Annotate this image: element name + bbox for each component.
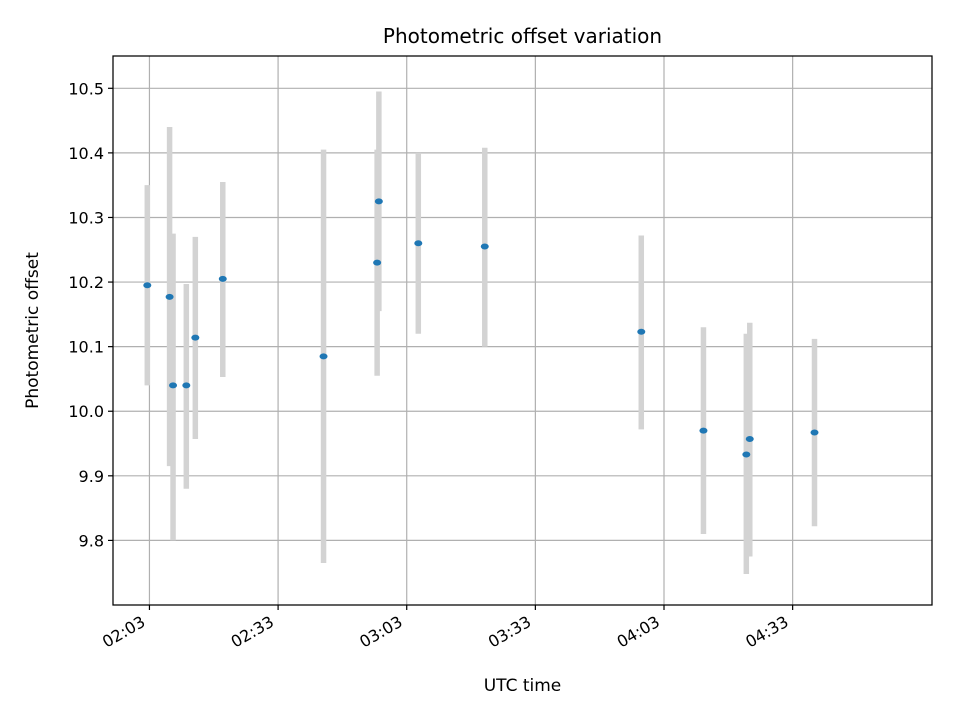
y-tick-label: 9.9 <box>79 467 104 486</box>
chart-title: Photometric offset variation <box>383 24 662 48</box>
data-point <box>373 259 382 266</box>
data-point <box>810 429 819 436</box>
data-point <box>319 353 328 360</box>
y-tick-label: 10.2 <box>68 273 104 292</box>
y-tick-label: 10.5 <box>68 79 104 98</box>
y-tick-label: 10.1 <box>68 338 104 357</box>
y-tick-label: 9.8 <box>79 531 104 550</box>
data-point <box>169 382 178 389</box>
y-tick-label: 10.4 <box>68 144 104 163</box>
data-point <box>143 282 152 289</box>
y-axis-ticks: 9.8 9.9 10.0 10.1 10.2 10.3 10.4 10.5 <box>68 79 113 550</box>
data-point <box>699 427 708 434</box>
data-point <box>742 451 751 458</box>
y-axis-label: Photometric offset <box>23 252 43 409</box>
plot-area-frame <box>112 55 933 606</box>
data-point <box>480 243 489 250</box>
data-point <box>637 328 646 335</box>
data-point <box>414 240 423 247</box>
data-point <box>165 293 174 300</box>
data-points <box>143 198 819 458</box>
x-axis-label: UTC time <box>484 676 562 696</box>
grid <box>113 56 932 605</box>
data-point <box>218 275 227 282</box>
data-point <box>191 334 200 341</box>
y-tick-label: 10.0 <box>68 402 104 421</box>
data-point <box>374 198 383 205</box>
data-point <box>745 436 754 443</box>
y-tick-label: 10.3 <box>68 208 104 227</box>
data-point <box>182 382 191 389</box>
